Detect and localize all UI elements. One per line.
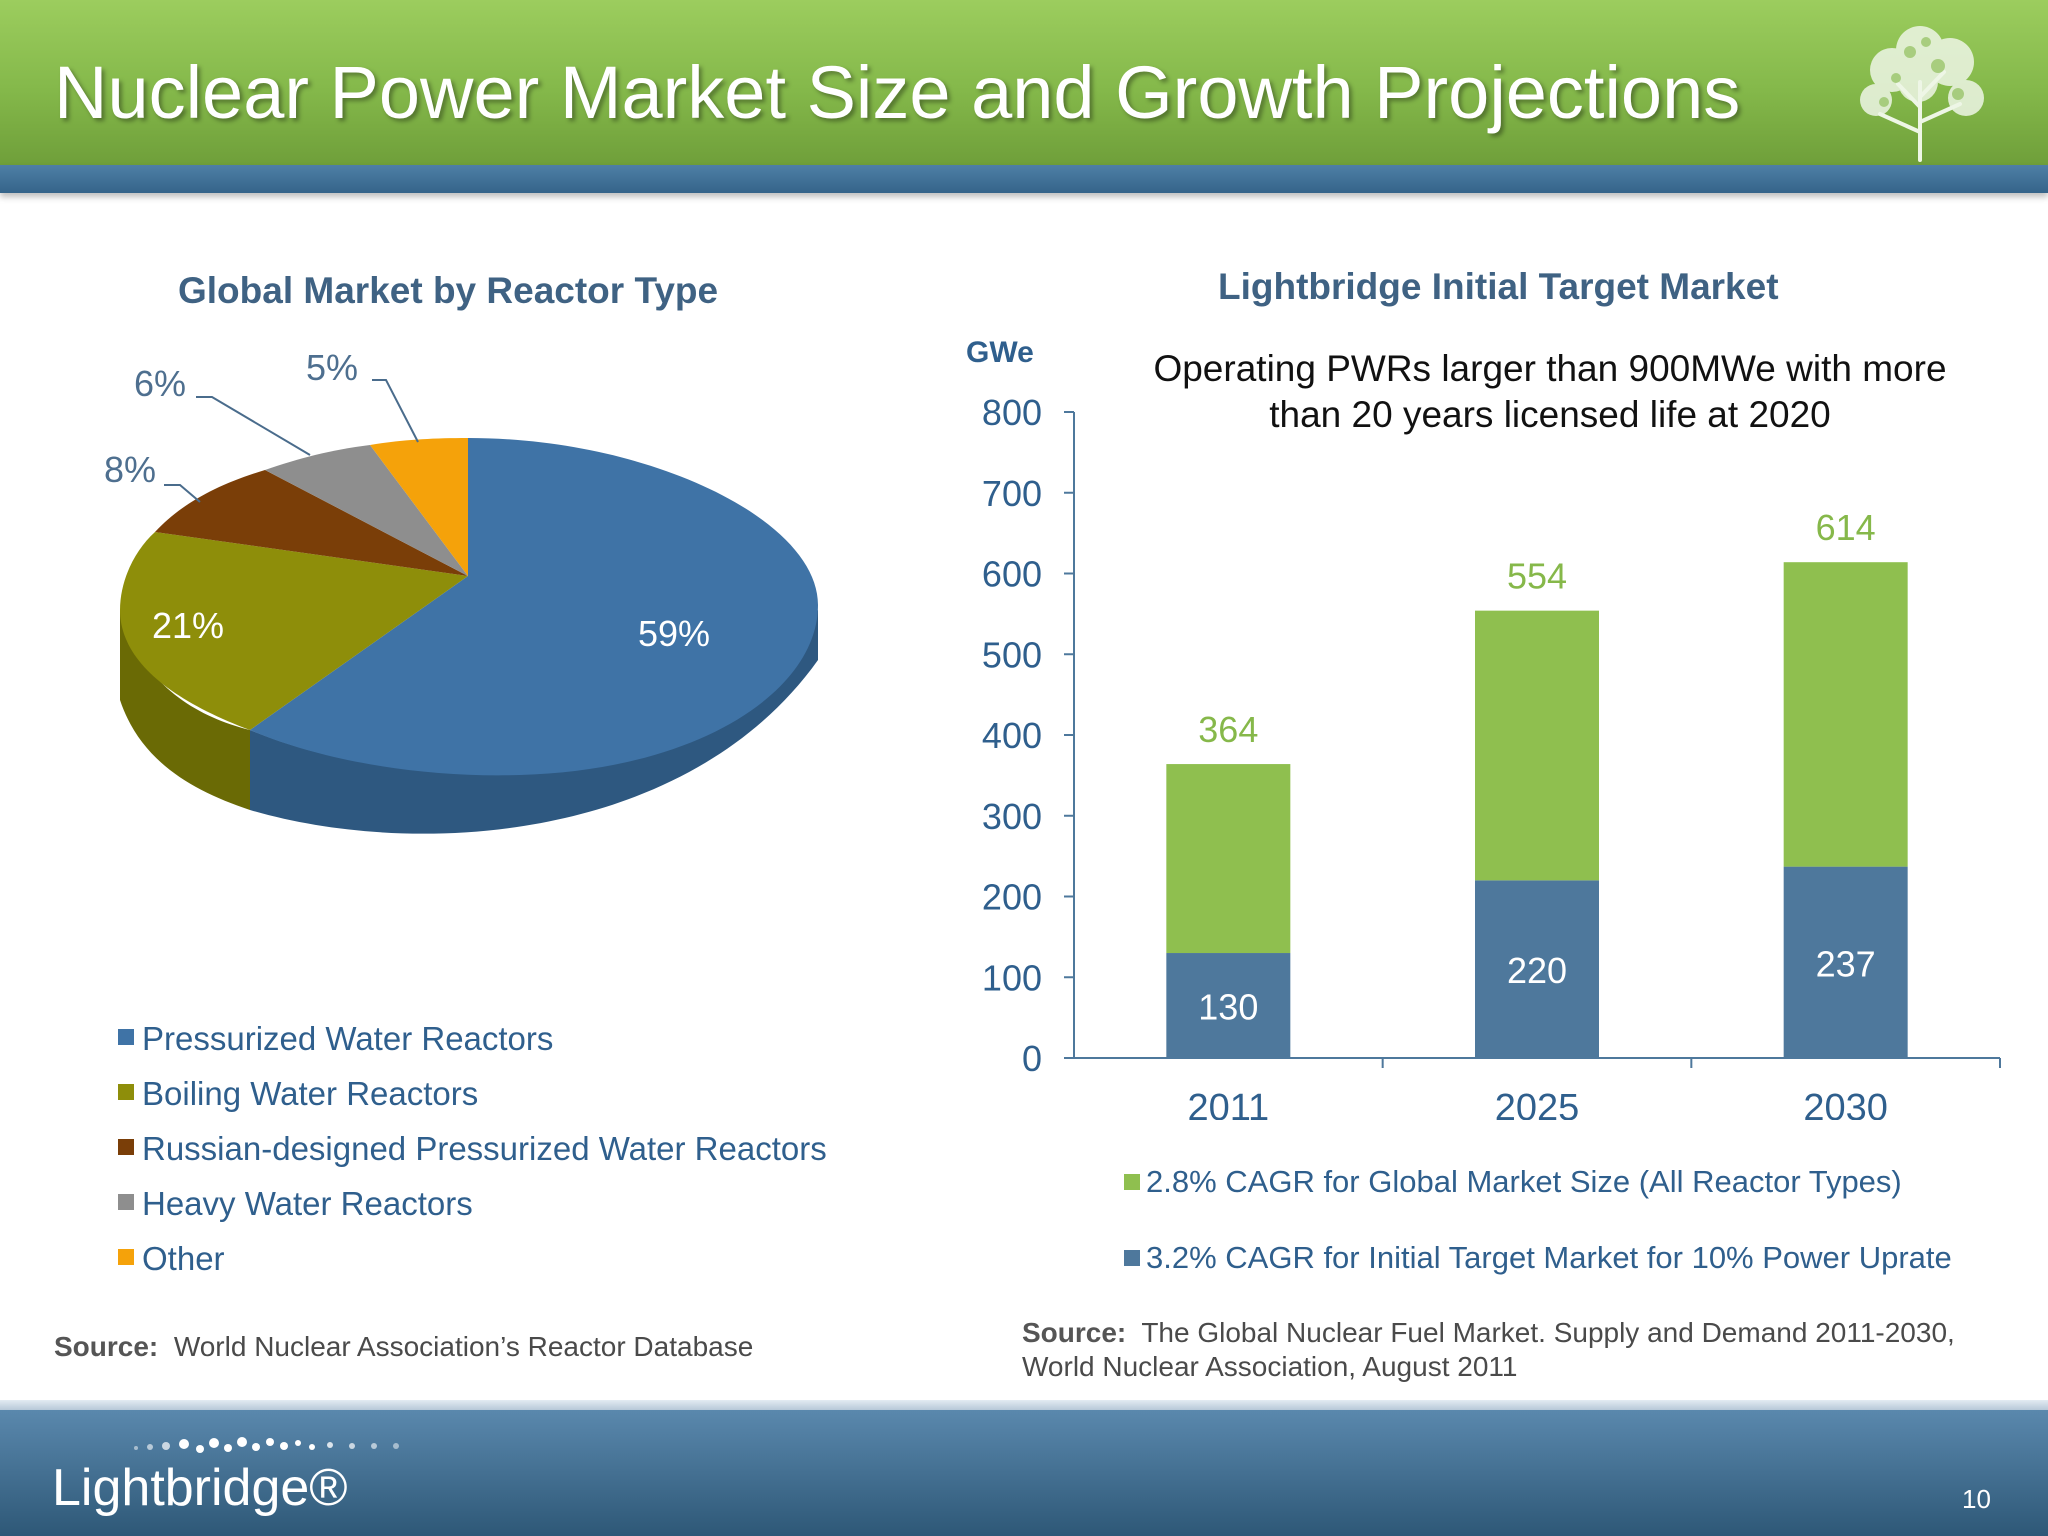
brand-logo-text: Lightbridge® (52, 1459, 348, 1517)
bar-value-label-target-2025: 220 (1507, 950, 1567, 991)
bar-value-label-target-2030: 237 (1816, 943, 1876, 984)
legend-swatch-target (1124, 1250, 1140, 1266)
bar-total-label-2025: 554 (1507, 556, 1567, 597)
y-tick-label: 600 (982, 554, 1042, 595)
bar-segment-global-2025 (1475, 610, 1599, 881)
pie-source-text: World Nuclear Association’s Reactor Data… (173, 1331, 754, 1362)
y-tick-label: 200 (982, 877, 1042, 918)
pie-legend-item-hwr: Heavy Water Reactors (118, 1184, 473, 1224)
header-stripe (0, 165, 2048, 193)
leader-line-6pct (196, 396, 311, 456)
pie-label-hwr: 6% (134, 363, 186, 404)
bar-subtitle-line-2: than 20 years licensed life at 2020 (1269, 394, 1831, 435)
bar-legend-item-target: 3.2% CAGR for Initial Target Market for … (1124, 1240, 1952, 1276)
bar-segment-target-2030 (1783, 866, 1908, 1058)
pie-slice-pwr (250, 438, 818, 776)
legend-label-global: 2.8% CAGR for Global Market Size (All Re… (1146, 1164, 1902, 1199)
pie-side-bwr (120, 610, 250, 810)
y-tick-label: 500 (982, 634, 1042, 675)
leader-line-5pct (372, 379, 419, 443)
pie-legend-item-other: Other (118, 1239, 225, 1279)
footer-divider (0, 1400, 2048, 1410)
bar-legend-item-global: 2.8% CAGR for Global Market Size (All Re… (1124, 1164, 1902, 1200)
bar-total-label-2030: 614 (1816, 507, 1876, 548)
bar-source-line-1: The Global Nuclear Fuel Market. Supply a… (1141, 1317, 1955, 1348)
y-tick-label: 100 (982, 957, 1042, 998)
x-category-label-2011: 2011 (1187, 1087, 1269, 1120)
y-tick-label: 400 (982, 715, 1042, 756)
leader-line-8pct (164, 484, 201, 503)
brand-dots-icon (134, 1437, 399, 1453)
legend-label-hwr: Heavy Water Reactors (142, 1185, 473, 1222)
legend-swatch-bwr (118, 1084, 134, 1100)
pie-legend-item-rpwr: Russian-designed Pressurized Water React… (118, 1129, 827, 1169)
bar-segment-target-2011 (1166, 953, 1291, 1058)
legend-label-target: 3.2% CAGR for Initial Target Market for … (1146, 1240, 1952, 1275)
bar-source-line-2: World Nuclear Association, August 2011 (1022, 1351, 1518, 1382)
x-category-label-2025: 2025 (1495, 1087, 1580, 1120)
bar-segment-global-2030 (1783, 562, 1908, 867)
pie-source-note: Source: World Nuclear Association’s Reac… (54, 1330, 753, 1364)
pie-slice-other (370, 438, 468, 576)
pie-slice-bwr (120, 532, 468, 730)
y-axis-unit-label: GWe (966, 336, 1034, 369)
legend-label-pwr: Pressurized Water Reactors (142, 1020, 554, 1057)
legend-swatch-rpwr (118, 1139, 134, 1155)
pie-label-pwr: 59% (638, 613, 710, 654)
bar-source-note: Source: The Global Nuclear Fuel Market. … (1022, 1316, 1955, 1384)
legend-label-other: Other (142, 1240, 225, 1277)
pie-legend-item-pwr: Pressurized Water Reactors (118, 1019, 553, 1059)
x-category-label-2030: 2030 (1803, 1087, 1888, 1120)
bar-segment-global-2011 (1166, 764, 1291, 954)
pie-side-pwr (250, 610, 818, 834)
y-tick-label: 300 (982, 796, 1042, 837)
bar-subtitle-line-1: Operating PWRs larger than 900MWe with m… (1153, 348, 1947, 389)
pie-slice-hwr (265, 445, 468, 576)
bar-chart-title: Lightbridge Initial Target Market (1218, 266, 1779, 307)
legend-swatch-hwr (118, 1194, 134, 1210)
page-title: Nuclear Power Market Size and Growth Pro… (54, 51, 1741, 134)
legend-label-bwr: Boiling Water Reactors (142, 1075, 479, 1112)
pie-chart-title: Global Market by Reactor Type (178, 270, 719, 311)
bar-segment-target-2025 (1475, 880, 1599, 1058)
legend-swatch-pwr (118, 1029, 134, 1045)
legend-swatch-global (1124, 1174, 1140, 1190)
bar-source-label: Source: (1022, 1317, 1127, 1348)
y-tick-label: 800 (982, 392, 1042, 433)
pie-legend-item-bwr: Boiling Water Reactors (118, 1074, 478, 1114)
pie-label-rpwr: 8% (104, 449, 156, 490)
pie-label-bwr: 21% (152, 605, 224, 646)
pie-slice-rpwr (155, 470, 468, 576)
pie-label-other: 5% (306, 347, 358, 388)
footer-band (0, 1410, 2048, 1536)
legend-label-rpwr: Russian-designed Pressurized Water React… (142, 1130, 827, 1167)
header-band (0, 0, 2048, 165)
pie-source-label: Source: (54, 1331, 159, 1362)
tree-icon (1860, 26, 1984, 162)
pie-chart: 59% 21% 8% 6% 5% (104, 347, 818, 834)
bar-value-label-target-2011: 130 (1198, 987, 1258, 1028)
stacked-bar-chart: 0 100 200 300 400 500 600 700 800 130 364 2011 220 55… (982, 392, 2001, 1120)
y-tick-label: 0 (1022, 1038, 1042, 1079)
bar-total-label-2011: 364 (1198, 709, 1258, 750)
legend-swatch-other (118, 1249, 134, 1265)
y-tick-label: 700 (982, 473, 1042, 514)
page-number: 10 (1962, 1484, 1991, 1514)
bar-chart-subtitle: Operating PWRs larger than 900MWe with m… (1100, 346, 2000, 438)
